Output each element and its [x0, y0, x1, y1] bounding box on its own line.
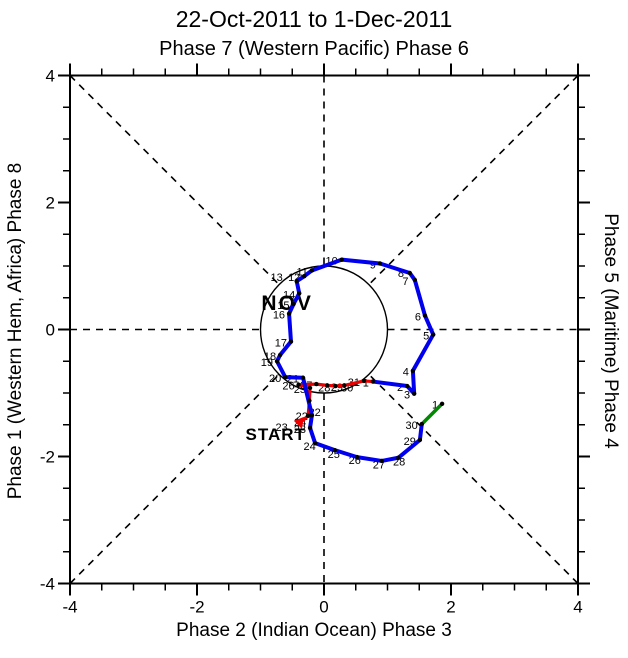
- day-marker: [300, 375, 306, 380]
- day-marker: [312, 440, 318, 446]
- tick-label: -4: [62, 598, 77, 617]
- day-marker: [422, 313, 428, 318]
- start-arrow-marker: [293, 416, 304, 429]
- tick-label: 4: [46, 67, 55, 86]
- start-label: START: [246, 425, 306, 444]
- day-label: 24: [303, 441, 315, 453]
- day-marker: [407, 270, 412, 276]
- day-marker: [314, 381, 319, 387]
- day-marker: [324, 383, 330, 388]
- day-label: 18: [264, 351, 276, 363]
- diagonal-line: [368, 74, 579, 286]
- day-marker: [286, 311, 292, 316]
- day-label: 11: [297, 266, 308, 278]
- day-marker: [339, 257, 344, 262]
- day-label: 19: [261, 357, 273, 369]
- tick-label: 2: [46, 194, 55, 213]
- tick-label: -2: [189, 598, 204, 617]
- day-marker: [410, 368, 416, 373]
- day-marker: [291, 301, 296, 307]
- day-marker: [277, 352, 283, 358]
- day-label: 17: [275, 338, 287, 350]
- day-marker: [333, 383, 338, 389]
- day-marker: [297, 291, 302, 296]
- day-label: 8: [398, 268, 404, 280]
- day-marker: [309, 413, 315, 418]
- x-axis-label: Phase 2 (Indian Ocean) Phase 3: [176, 620, 452, 641]
- day-label: 3: [404, 390, 410, 402]
- day-marker: [377, 261, 383, 266]
- day-label: 20: [269, 373, 281, 385]
- tick-label: 4: [573, 598, 582, 617]
- day-label: 1: [363, 378, 369, 390]
- day-marker: [307, 385, 313, 391]
- november-trajectory: [275, 257, 436, 463]
- day-marker: [274, 359, 280, 364]
- day-marker: [370, 379, 376, 384]
- day-marker: [411, 391, 417, 396]
- month-label-nov: NOV: [261, 292, 313, 315]
- day-marker: [354, 454, 360, 460]
- day-label: 2: [397, 382, 403, 394]
- tick-label: 2: [446, 598, 455, 617]
- day-label: 13: [270, 272, 282, 284]
- december-trajectory: [420, 402, 444, 426]
- day-label: 9: [370, 259, 376, 271]
- diagonal-line: [69, 74, 280, 286]
- day-label: 6: [415, 311, 421, 323]
- chart-subtitle: Phase 7 (Western Pacific) Phase 6: [159, 38, 469, 60]
- day-marker: [283, 374, 288, 380]
- tick-label: -4: [40, 575, 55, 594]
- day-marker: [296, 382, 301, 387]
- tick-label: -2: [40, 448, 55, 467]
- day-marker: [305, 413, 311, 419]
- day-marker: [307, 398, 312, 403]
- day-marker: [302, 273, 307, 279]
- tick-label: 0: [46, 321, 55, 340]
- day-label: 1: [432, 400, 438, 412]
- day-marker: [309, 268, 315, 273]
- day-marker: [439, 401, 445, 406]
- day-marker: [307, 425, 313, 431]
- day-marker: [417, 437, 423, 443]
- day-label: 15: [277, 300, 289, 312]
- diagonal-line: [69, 373, 280, 585]
- day-marker: [404, 383, 410, 389]
- day-marker: [361, 378, 367, 384]
- day-label: 23: [294, 424, 306, 436]
- day-label: 16: [273, 310, 285, 322]
- day-label: 7: [402, 276, 408, 288]
- day-marker: [379, 458, 384, 464]
- day-marker: [396, 455, 401, 460]
- day-marker: [294, 279, 299, 284]
- day-label: 26: [282, 381, 294, 393]
- diagonal-line: [368, 373, 579, 585]
- day-marker: [342, 383, 347, 388]
- day-label: 23: [276, 422, 288, 434]
- tick-label: 0: [319, 598, 328, 617]
- day-label: 4: [403, 367, 409, 379]
- day-label: 14: [283, 289, 295, 301]
- day-label: 5: [423, 331, 429, 343]
- day-label: 30: [406, 420, 418, 432]
- day-marker: [412, 277, 418, 283]
- day-marker: [288, 339, 294, 344]
- day-marker: [419, 421, 424, 427]
- day-marker: [332, 447, 337, 453]
- chart-title: 22-Oct-2011 to 1-Dec-2011: [175, 6, 453, 32]
- day-marker: [431, 332, 436, 337]
